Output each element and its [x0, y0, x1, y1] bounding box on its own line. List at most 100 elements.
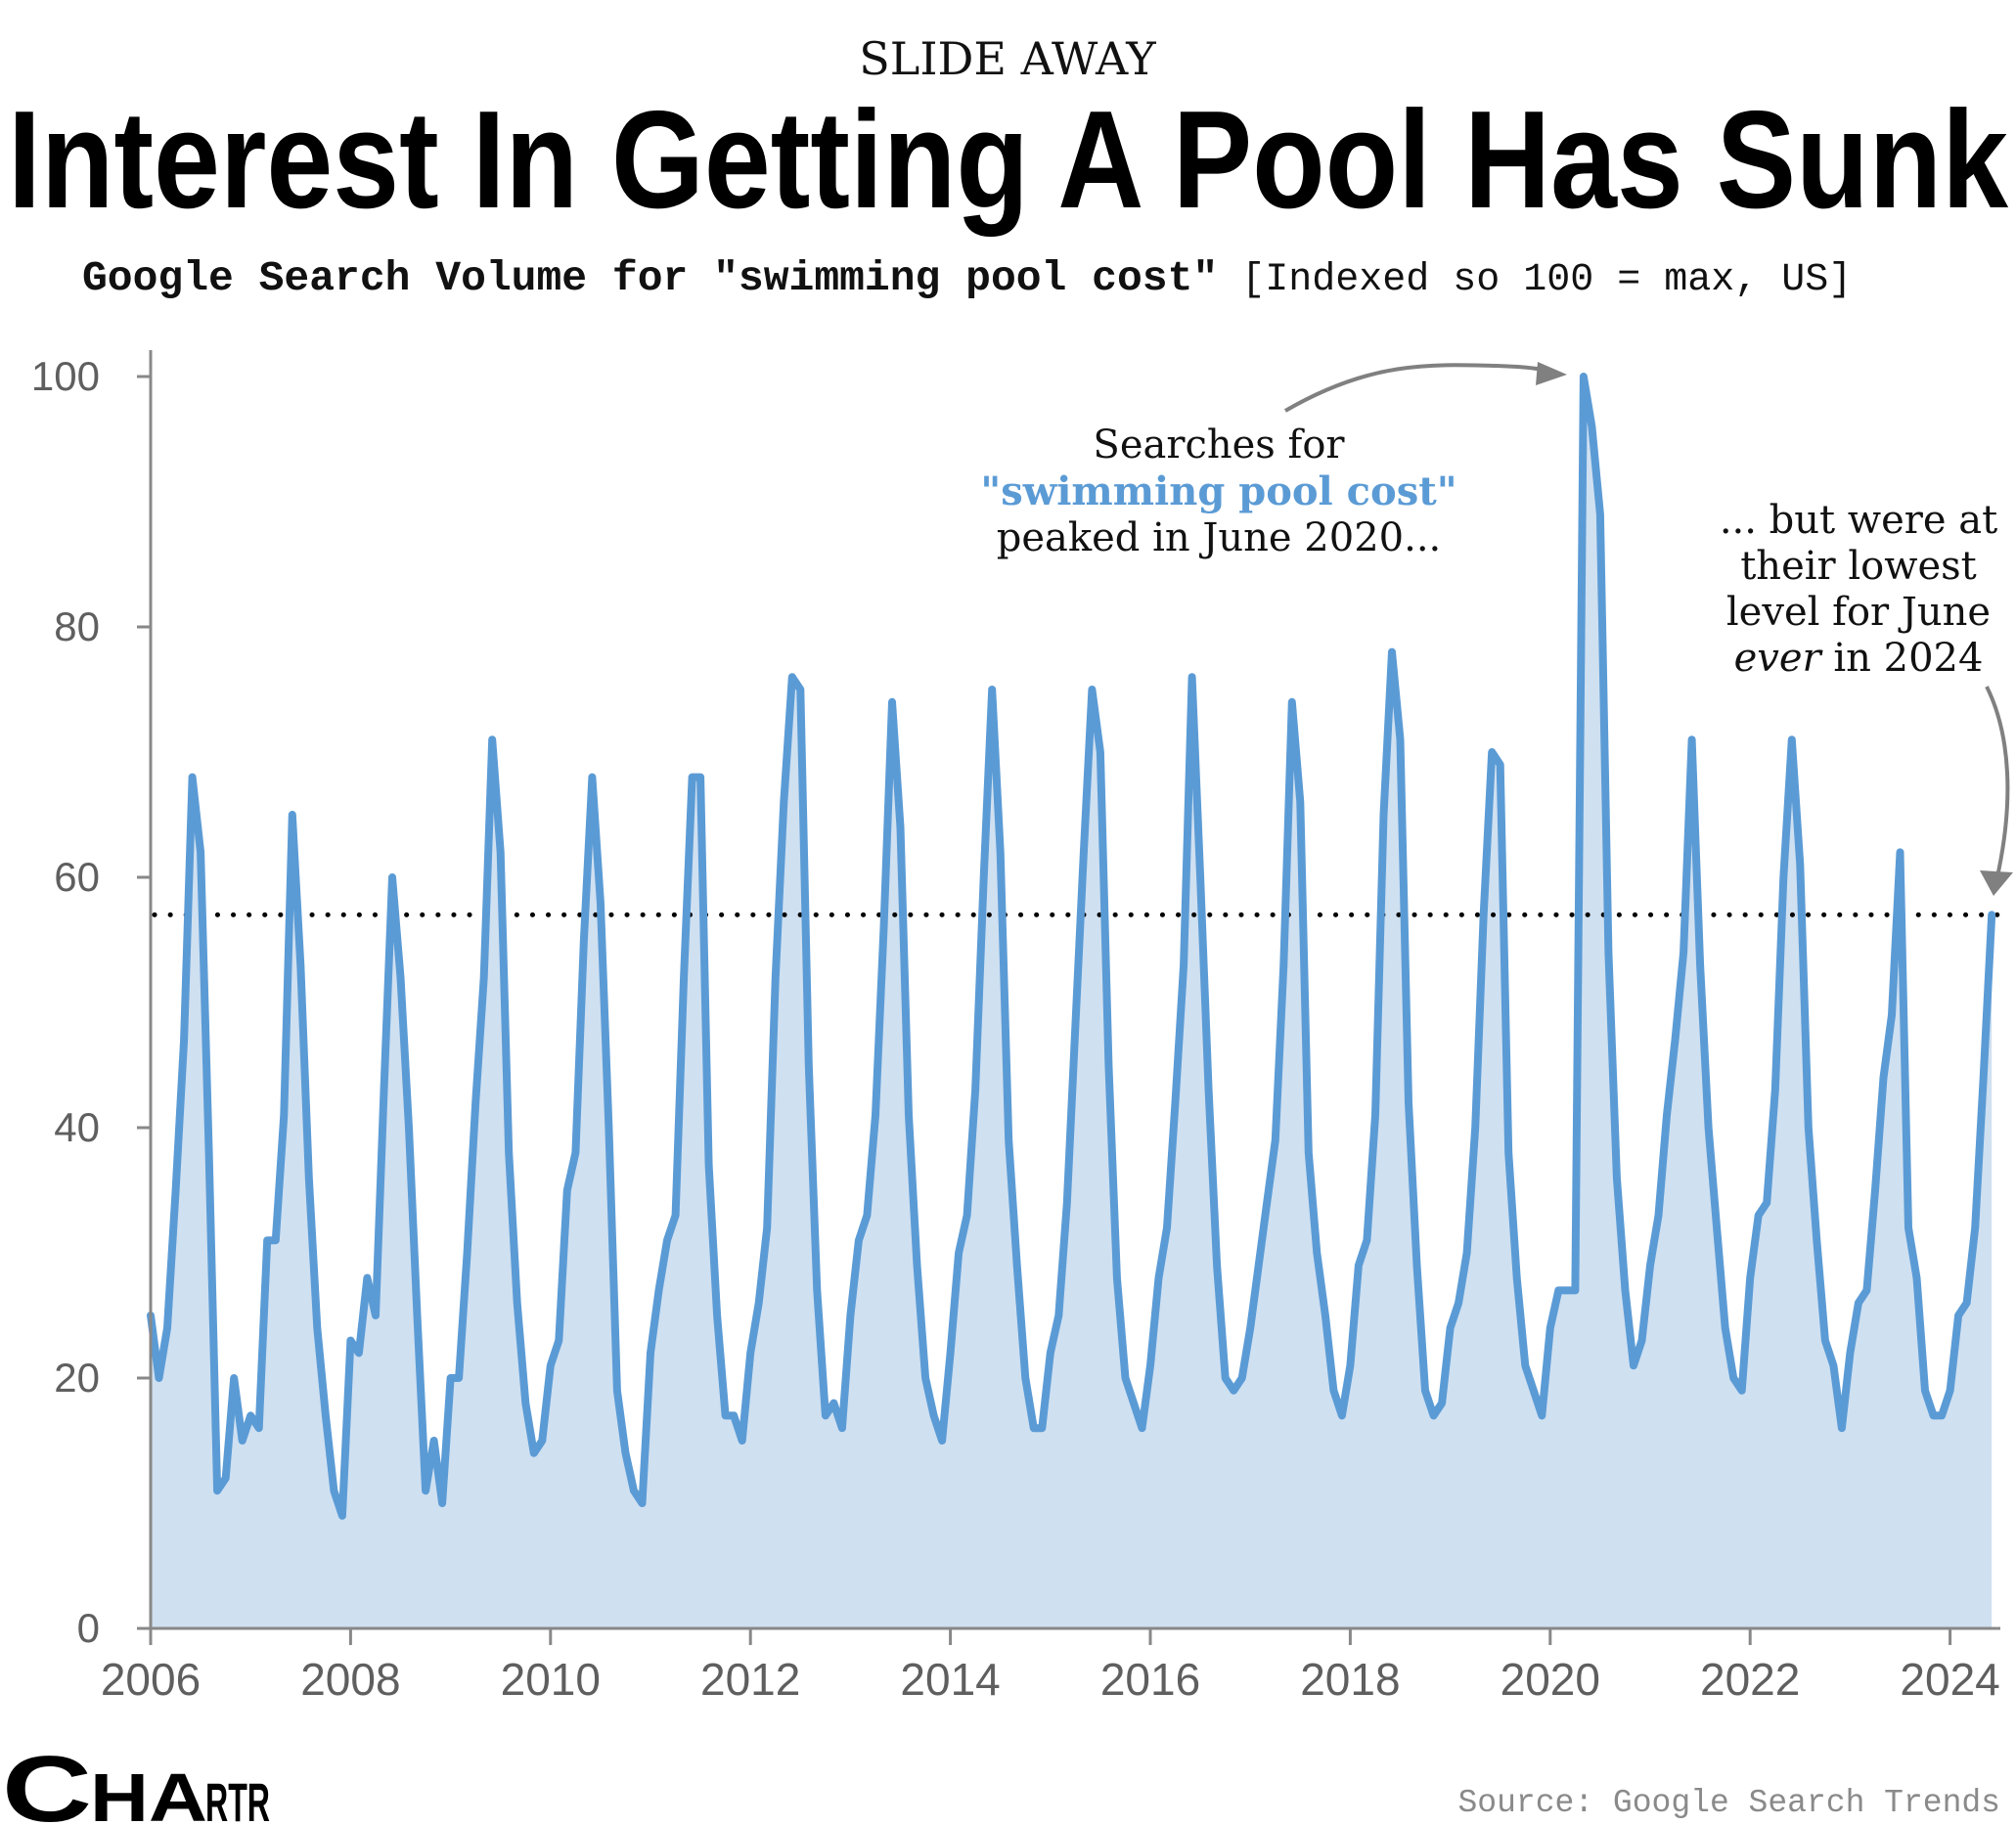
logo-c: C	[2, 1737, 92, 1825]
data-point-2010-05	[580, 936, 588, 944]
data-point-2013-07	[897, 823, 904, 831]
data-point-2018-12	[1438, 1400, 1446, 1407]
data-point-2008-05	[380, 1087, 387, 1094]
data-point-2021-06	[1688, 735, 1696, 743]
y-tick-label-20: 20	[54, 1355, 100, 1401]
data-point-2019-10	[1521, 1361, 1529, 1369]
data-point-2006-05	[180, 1036, 188, 1044]
data-point-2015-09	[1113, 1274, 1121, 1282]
data-point-2012-07	[796, 686, 804, 693]
data-point-2008-12	[438, 1499, 446, 1507]
data-point-2017-07	[1296, 798, 1304, 806]
data-point-2013-12	[938, 1437, 946, 1445]
subtitle-main: Google Search Volume for "swimming pool …	[82, 254, 1218, 302]
data-point-2020-11	[1630, 1361, 1637, 1369]
data-point-2014-02	[955, 1249, 963, 1257]
low-annotation-line1: ... but were at	[1720, 498, 1997, 543]
data-point-2011-11	[730, 1411, 738, 1419]
data-point-2008-11	[430, 1437, 438, 1445]
data-point-2007-02	[255, 1424, 263, 1432]
data-point-2011-04	[672, 1212, 680, 1220]
data-point-2018-06	[1388, 648, 1396, 656]
data-point-2020-08	[1604, 949, 1612, 957]
data-point-2016-11	[1230, 1387, 1237, 1395]
data-point-2023-01	[1846, 1349, 1854, 1357]
data-point-2013-02	[855, 1236, 863, 1244]
y-tick-label-60: 60	[54, 854, 100, 900]
data-point-2012-11	[829, 1400, 837, 1407]
data-point-2007-12	[338, 1512, 346, 1520]
data-point-2019-09	[1513, 1274, 1521, 1282]
data-point-2013-01	[846, 1312, 854, 1319]
data-point-2016-07	[1196, 873, 1204, 881]
data-point-2015-02	[1054, 1312, 1062, 1319]
data-point-2011-09	[713, 1312, 721, 1319]
data-point-2023-11	[1930, 1411, 1938, 1419]
data-point-2011-10	[722, 1411, 730, 1419]
data-point-2019-12	[1538, 1411, 1546, 1419]
data-point-2010-10	[621, 1449, 629, 1457]
data-point-2022-03	[1763, 1199, 1770, 1207]
data-point-2021-08	[1705, 1124, 1713, 1132]
data-point-2013-04	[872, 1111, 879, 1119]
low-annotation: ... but were at their lowest level for J…	[1720, 498, 2013, 896]
data-point-2018-07	[1397, 735, 1404, 743]
data-point-2012-10	[822, 1411, 829, 1419]
data-point-2013-08	[905, 1111, 913, 1119]
subtitle: Google Search Volume for "swimming pool …	[82, 254, 1852, 302]
data-point-2015-05	[1080, 848, 1088, 856]
data-point-2020-07	[1596, 511, 1604, 518]
data-point-2018-11	[1430, 1411, 1438, 1419]
data-point-2017-05	[1279, 961, 1287, 969]
data-point-2018-10	[1421, 1387, 1429, 1395]
x-tick-label-2014: 2014	[900, 1654, 1000, 1705]
data-point-2024-04	[1971, 1224, 1979, 1231]
data-point-2009-12	[538, 1437, 546, 1445]
data-point-2020-03	[1563, 1286, 1571, 1294]
data-point-2013-05	[879, 923, 887, 931]
data-point-2014-03	[963, 1212, 971, 1220]
kicker: SLIDE AWAY	[859, 32, 1156, 85]
data-point-2022-07	[1796, 861, 1804, 868]
data-point-2017-12	[1338, 1411, 1346, 1419]
data-point-2009-06	[488, 735, 496, 743]
data-point-2008-03	[363, 1274, 371, 1282]
data-point-2006-06	[189, 774, 197, 781]
data-point-2010-11	[630, 1487, 638, 1494]
data-point-2007-10	[322, 1411, 330, 1419]
data-point-2020-06	[1588, 423, 1595, 430]
data-point-2020-12	[1637, 1337, 1645, 1345]
data-point-2007-01	[246, 1411, 254, 1419]
arrow-to-peak	[1283, 363, 1562, 413]
data-point-2014-11	[1030, 1424, 1038, 1432]
data-point-2017-06	[1288, 698, 1296, 706]
data-point-2020-01	[1546, 1324, 1554, 1332]
data-point-2006-09	[213, 1487, 221, 1494]
data-point-2019-07	[1497, 761, 1504, 769]
data-point-2018-04	[1371, 1111, 1379, 1119]
data-point-2008-07	[397, 973, 404, 981]
data-point-2018-03	[1363, 1236, 1370, 1244]
data-point-2018-08	[1405, 1098, 1412, 1106]
data-point-2022-09	[1813, 1236, 1820, 1244]
data-point-2012-06	[788, 673, 796, 681]
data-point-2021-05	[1680, 949, 1687, 957]
data-point-2019-02	[1455, 1299, 1462, 1307]
low-annotation-line4: ever in 2024	[1734, 636, 1984, 681]
data-point-2021-02	[1655, 1212, 1663, 1220]
data-point-2021-03	[1663, 1111, 1671, 1119]
data-point-2006-04	[172, 1186, 180, 1194]
data-point-2014-10	[1021, 1374, 1029, 1382]
data-point-2023-02	[1855, 1299, 1862, 1307]
data-point-2014-01	[947, 1349, 955, 1357]
data-point-2023-08	[1904, 1224, 1912, 1231]
data-point-2015-04	[1071, 1024, 1079, 1032]
data-point-2011-05	[680, 973, 688, 981]
data-point-2006-07	[197, 848, 204, 856]
data-point-2021-11	[1729, 1374, 1737, 1382]
x-tick-label-2018: 2018	[1300, 1654, 1400, 1705]
data-point-2009-01	[447, 1374, 455, 1382]
data-point-2007-06	[289, 811, 296, 819]
peak-annotation-line1: Searches for	[1093, 423, 1345, 467]
